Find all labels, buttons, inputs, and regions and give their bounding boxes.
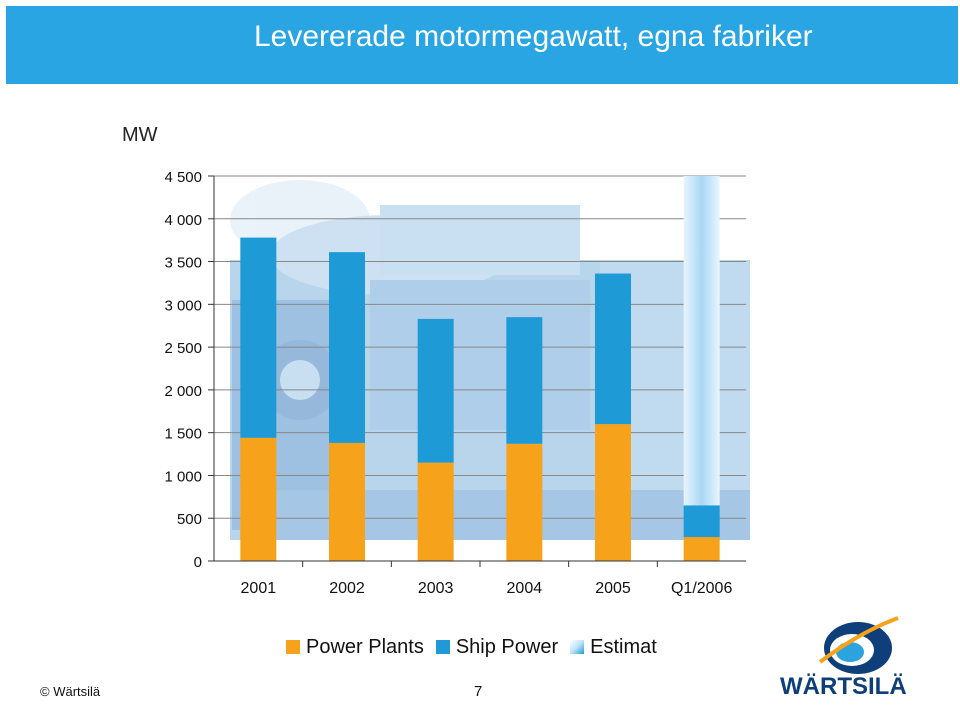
wartsila-logo-icon: WÄRTSILÄ (780, 616, 907, 700)
legend-swatch-estimat (570, 640, 585, 654)
bar-ship-power (506, 317, 543, 444)
x-tick-label: 2001 (241, 580, 277, 597)
bar-ship-power (683, 505, 720, 538)
y-tick-label: 2 500 (164, 340, 202, 357)
y-tick-label: 4 000 (164, 212, 202, 229)
engine-photo (230, 180, 750, 540)
y-axis-unit: MW (122, 124, 158, 146)
y-tick-label: 2 000 (164, 383, 202, 400)
x-tick-label: 2005 (595, 580, 631, 597)
bar-ship-power (240, 237, 277, 438)
bar-ship-power (417, 318, 454, 463)
legend: Power Plants Ship Power Estimat (286, 636, 669, 658)
stacked-bar-chart: 0 500 1 000 1 500 2 000 2 500 3 000 3 500 4 000 4… (164, 169, 750, 597)
legend-swatch-power-plants (286, 640, 300, 654)
bar-power-plants (506, 443, 543, 561)
header-bar (6, 6, 958, 84)
bar-power-plants (683, 537, 720, 561)
y-tick-label: 4 500 (164, 169, 202, 186)
y-tick-label: 0 (194, 554, 202, 571)
copyright: © Wärtsilä (40, 684, 101, 699)
bar-ship-power (595, 273, 631, 425)
bar-power-plants (240, 437, 277, 561)
x-tick-label: 2004 (507, 580, 543, 597)
legend-swatch-ship-power (435, 640, 450, 654)
legend-label: Power Plants (306, 635, 424, 658)
y-tick-label: 3 500 (164, 255, 202, 272)
bar-estimat (683, 176, 720, 506)
x-tick-label: 2003 (418, 580, 454, 597)
grid-lines (214, 175, 746, 519)
bar-power-plants (595, 424, 631, 561)
logo-wordmark: WÄRTSILÄ (780, 673, 907, 698)
legend-item-power-plants: Power Plants (286, 636, 424, 659)
bar-power-plants (417, 462, 454, 561)
page-number: 7 (474, 683, 483, 700)
y-tick-label: 1 500 (164, 426, 202, 443)
y-tick-label: 500 (177, 511, 202, 528)
y-tick-label: 3 000 (164, 297, 202, 314)
bar-ship-power (329, 252, 365, 443)
wartsila-logo: WÄRTSILÄ (780, 612, 912, 700)
legend-label: Ship Power (455, 635, 559, 658)
x-tick-label: 2002 (329, 580, 365, 597)
y-tick-label: 1 000 (164, 468, 202, 485)
legend-label: Estimat (590, 635, 657, 658)
page-title: Levererade motormegawatt, egna fabriker (254, 20, 813, 53)
x-tick-label: Q1/2006 (671, 580, 732, 597)
bar-power-plants (329, 442, 365, 561)
legend-item-ship-power: Ship Power (435, 635, 559, 659)
legend-item-estimat: Estimat (570, 636, 657, 659)
